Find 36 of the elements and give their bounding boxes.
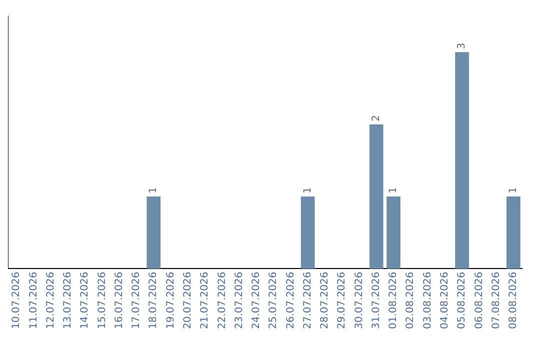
x-tick-label: 13.07.2026 bbox=[62, 272, 74, 330]
x-tick-label: 18.07.2026 bbox=[148, 272, 160, 330]
data-label: 1 bbox=[302, 187, 314, 194]
x-tick-label: 03.08.2026 bbox=[422, 272, 434, 330]
x-tick-label: 10.07.2026 bbox=[11, 272, 22, 330]
data-label: 2 bbox=[370, 114, 382, 122]
data-label: 3 bbox=[456, 42, 468, 50]
x-tick-label: 15.07.2026 bbox=[96, 272, 108, 330]
x-tick-label: 25.07.2026 bbox=[268, 272, 280, 330]
x-tick-label: 26.07.2026 bbox=[285, 272, 296, 330]
x-tick-label: 08.08.2026 bbox=[508, 272, 520, 330]
data-label: 1 bbox=[388, 187, 400, 194]
x-tick-label: 22.07.2026 bbox=[216, 272, 228, 330]
x-tick-label: 04.08.2026 bbox=[439, 272, 450, 330]
x-tick-label: 11.07.2026 bbox=[28, 272, 40, 330]
x-tick-label: 17.07.2026 bbox=[131, 272, 142, 330]
x-tick-label: 01.08.2026 bbox=[388, 272, 400, 330]
x-tick-label: 12.07.2026 bbox=[45, 272, 56, 330]
data-label: 1 bbox=[148, 187, 160, 194]
x-tick-label: 14.07.2026 bbox=[80, 272, 91, 330]
x-tick-label: 19.07.2026 bbox=[165, 272, 176, 330]
x-tick-label: 16.07.2026 bbox=[114, 272, 125, 330]
data-label: 1 bbox=[508, 187, 520, 194]
x-tick-label: 30.07.2026 bbox=[354, 272, 365, 330]
x-tick-label: 23.07.2026 bbox=[234, 272, 245, 330]
x-tick-label: 24.07.2026 bbox=[251, 272, 262, 330]
x-tick-label: 29.07.2026 bbox=[336, 272, 348, 330]
x-tick-label: 21.07.2026 bbox=[200, 272, 211, 330]
x-tick-label: 02.08.2026 bbox=[405, 272, 416, 330]
x-tick-label: 06.08.2026 bbox=[474, 272, 485, 330]
x-tick-label: 27.07.2026 bbox=[302, 272, 314, 330]
x-tick-label: 28.07.2026 bbox=[320, 272, 331, 330]
x-tick-label: 31.07.2026 bbox=[370, 272, 382, 330]
x-tick-label: 05.08.2026 bbox=[456, 272, 468, 330]
x-tick-label: 07.08.2026 bbox=[490, 272, 502, 330]
x-tick-label: 20.07.2026 bbox=[182, 272, 194, 330]
